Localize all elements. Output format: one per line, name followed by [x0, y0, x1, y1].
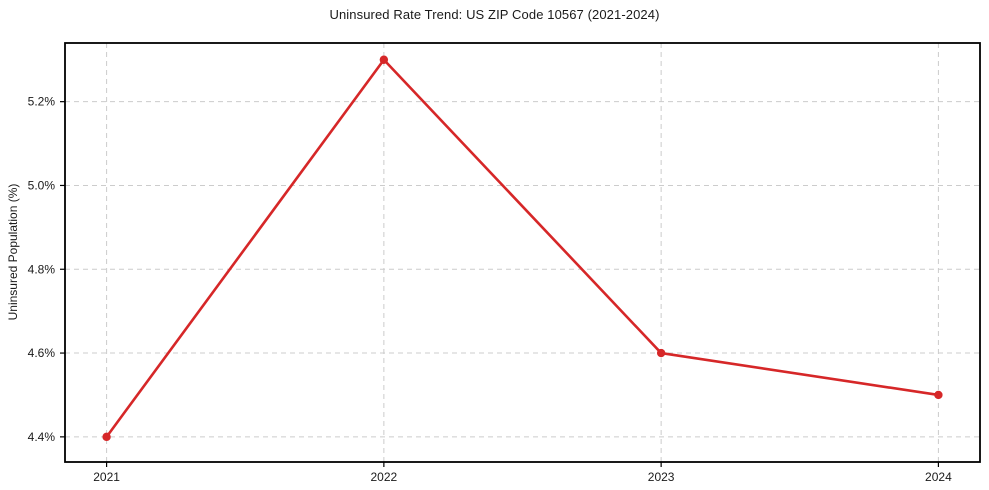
y-tick-label: 5.2%	[28, 95, 56, 109]
x-tick-label: 2022	[371, 470, 398, 484]
axes-spines	[64, 42, 981, 463]
data-point-marker	[379, 55, 389, 64]
y-tick-label: 4.6%	[28, 346, 56, 360]
trend-line	[105, 58, 940, 439]
x-tick-label: 2024	[925, 470, 952, 484]
x-tick-label: 2021	[93, 470, 120, 484]
x-tick-label: 2023	[648, 470, 675, 484]
chart-title: Uninsured Rate Trend: US ZIP Code 10567 …	[329, 7, 660, 22]
y-tick-label: 4.4%	[28, 430, 56, 444]
data-point-marker	[102, 432, 111, 442]
data-point-marker	[656, 348, 666, 358]
data-point-marker	[934, 390, 943, 400]
y-tick-label: 5.0%	[28, 178, 56, 192]
y-tick-label: 4.8%	[28, 262, 56, 276]
